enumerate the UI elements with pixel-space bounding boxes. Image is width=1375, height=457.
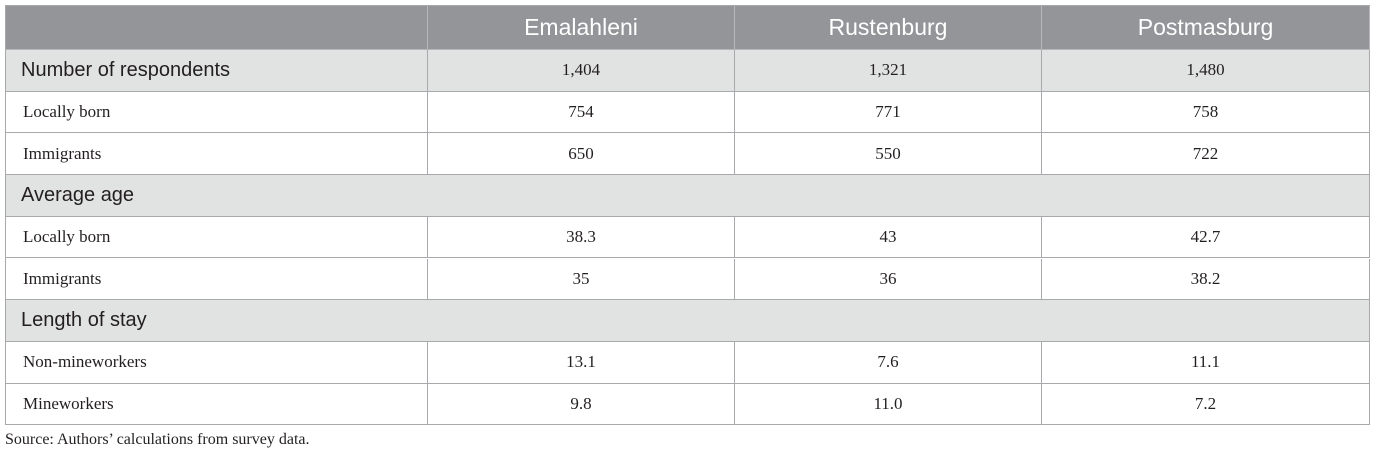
row-value: 43 — [735, 216, 1042, 259]
row-value: 35 — [428, 258, 735, 301]
row-value: 9.8 — [428, 383, 735, 426]
column-header: Rustenburg — [735, 5, 1042, 50]
group-value: 1,480 — [1042, 50, 1370, 92]
row-value: 758 — [1042, 91, 1370, 134]
row-value: 7.2 — [1042, 383, 1370, 426]
row-value: 13.1 — [428, 341, 735, 384]
row-label: Immigrants — [5, 258, 428, 301]
row-label: Locally born — [5, 91, 428, 134]
row-value: 550 — [735, 133, 1042, 176]
row-label: Locally born — [5, 216, 428, 259]
group-value: 1,321 — [735, 50, 1042, 92]
row-label: Mineworkers — [5, 383, 428, 426]
row-value: 7.6 — [735, 341, 1042, 384]
row-value: 11.0 — [735, 383, 1042, 426]
row-value: 722 — [1042, 133, 1370, 176]
row-label: Immigrants — [5, 133, 428, 176]
row-value: 36 — [735, 258, 1042, 301]
row-value: 754 — [428, 91, 735, 134]
row-value: 11.1 — [1042, 341, 1370, 384]
column-header: Postmasburg — [1042, 5, 1370, 50]
row-value: 38.2 — [1042, 258, 1370, 301]
group-title: Number of respondents — [5, 50, 428, 92]
row-value: 771 — [735, 91, 1042, 134]
row-value: 42.7 — [1042, 216, 1370, 259]
header-cell — [5, 5, 428, 50]
group-title: Length of stay — [5, 300, 1370, 342]
row-value: 650 — [428, 133, 735, 176]
row-value: 38.3 — [428, 216, 735, 259]
source-note: Source: Authors’ calculations from surve… — [5, 431, 310, 448]
row-label: Non-mineworkers — [5, 341, 428, 384]
group-title: Average age — [5, 175, 1370, 217]
column-header: Emalahleni — [428, 5, 735, 50]
group-value: 1,404 — [428, 50, 735, 92]
